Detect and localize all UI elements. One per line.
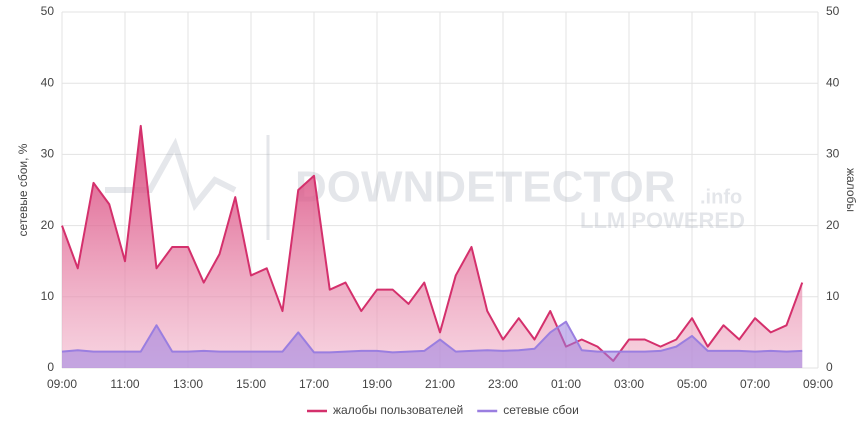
x-tick-label: 03:00	[614, 377, 644, 391]
x-tick-label: 17:00	[299, 377, 329, 391]
y2-tick-label: 40	[826, 75, 840, 89]
y-tick-label: 0	[47, 360, 54, 374]
watermark: DOWNDETECTOR .info LLM POWERED	[105, 135, 745, 240]
x-tick-label: 09:00	[803, 377, 833, 391]
x-tick-label: 07:00	[740, 377, 770, 391]
watermark-text: DOWNDETECTOR	[295, 163, 676, 212]
x-tick-label: 21:00	[425, 377, 455, 391]
y2-tick-label: 10	[826, 289, 840, 303]
y-tick-label: 30	[41, 147, 55, 161]
x-tick-label: 15:00	[236, 377, 266, 391]
legend-label: жалобы пользователей	[333, 403, 463, 417]
line	[61, 124, 804, 362]
y-axis-label: сетевые сбои, %	[16, 143, 30, 236]
x-tick-label: 01:00	[551, 377, 581, 391]
x-tick-label: 23:00	[488, 377, 518, 391]
x-tick-label: 09:00	[47, 377, 77, 391]
area	[62, 321, 803, 368]
y2-tick-label: 0	[826, 360, 833, 374]
y-tick-label: 50	[41, 4, 55, 18]
y2-tick-label: 50	[826, 4, 840, 18]
y-tick-label: 20	[41, 218, 55, 232]
legend-label: сетевые сбои	[503, 403, 579, 417]
y2-tick-label: 20	[826, 218, 840, 232]
watermark-text: LLM POWERED	[580, 208, 745, 233]
y2-tick-label: 30	[826, 147, 840, 161]
x-tick-label: 19:00	[362, 377, 392, 391]
area	[62, 125, 803, 368]
y2-axis-label: жалобы	[844, 168, 858, 212]
watermark-text: .info	[700, 186, 742, 208]
line	[61, 320, 803, 354]
y-tick-label: 10	[41, 289, 55, 303]
x-tick-label: 05:00	[677, 377, 707, 391]
grid	[61, 11, 819, 369]
x-tick-label: 11:00	[110, 377, 139, 391]
y-tick-label: 40	[41, 75, 55, 89]
x-tick-label: 13:00	[173, 377, 203, 391]
